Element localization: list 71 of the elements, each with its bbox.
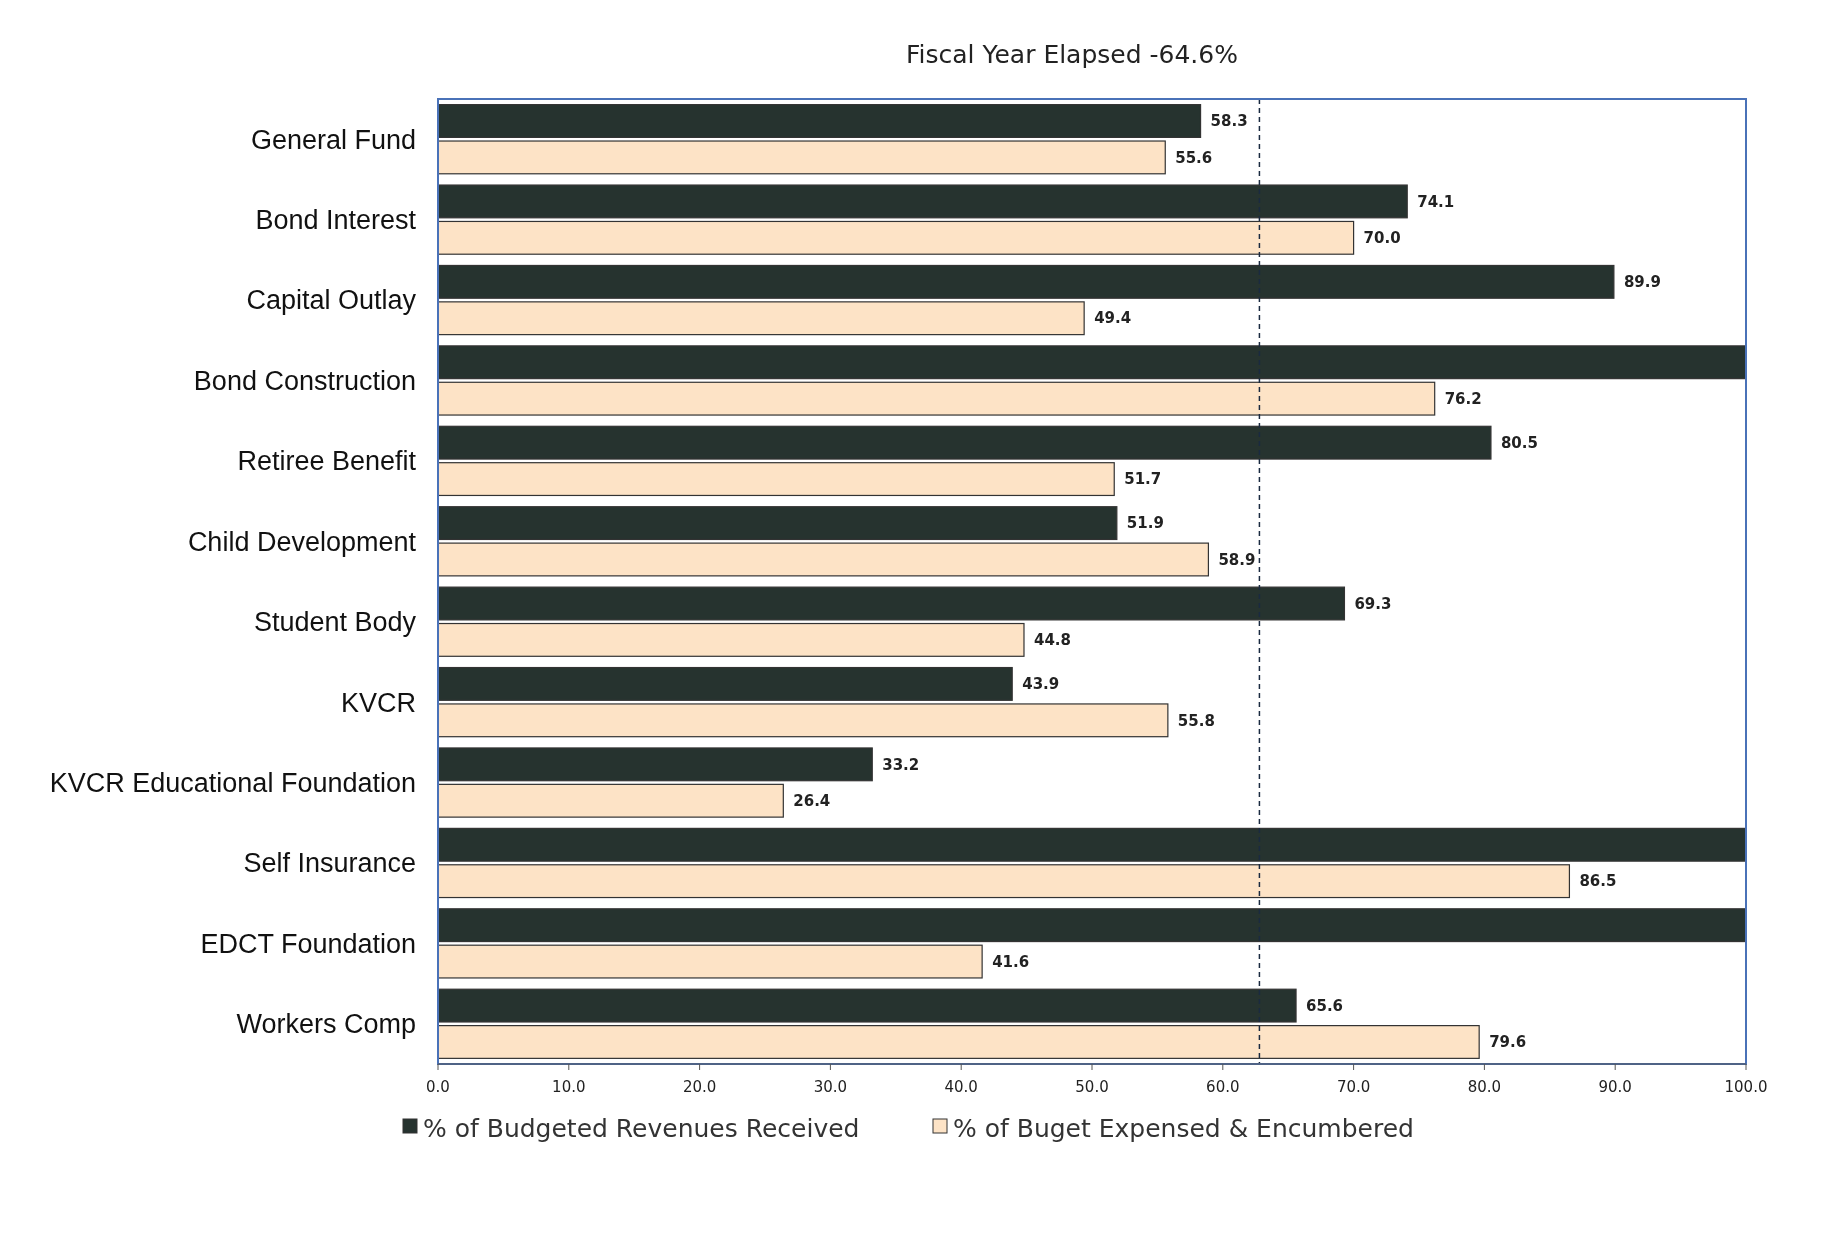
x-tick-label: 30.0	[813, 1078, 848, 1096]
y-tick-label: Bond Construction	[193, 365, 416, 396]
y-tick-label: KVCR	[340, 687, 416, 718]
bar	[437, 827, 1747, 862]
data-label: 55.8	[1177, 711, 1215, 730]
y-tick-label: EDCT Foundation	[200, 928, 416, 959]
x-tick-label: 40.0	[944, 1078, 978, 1096]
data-label: 89.9	[1623, 273, 1661, 292]
bar	[437, 220, 1355, 255]
x-tick-label: 10.0	[552, 1078, 586, 1096]
data-label: 49.4	[1094, 309, 1132, 328]
y-tick-label: General Fund	[250, 124, 416, 155]
bar	[437, 944, 983, 979]
data-label: 76.2	[1444, 389, 1482, 408]
bar	[437, 264, 1615, 299]
x-tick-label: 0.0	[426, 1078, 450, 1096]
bar	[437, 666, 1013, 701]
data-label: 41.6	[992, 952, 1030, 971]
data-label: 74.1	[1417, 192, 1455, 211]
bar	[437, 345, 1747, 380]
chart-title: Fiscal Year Elapsed -64.6%	[906, 40, 1238, 69]
x-tick-label: 70.0	[1336, 1078, 1371, 1096]
y-tick-label: Self Insurance	[243, 848, 416, 879]
x-tick-label: 100.0	[1724, 1078, 1768, 1096]
x-tick-label: 20.0	[682, 1078, 717, 1096]
bar	[437, 104, 1202, 138]
bar	[437, 988, 1297, 1023]
x-tick-label: 60.0	[1206, 1078, 1240, 1096]
data-label: 70.0	[1363, 229, 1401, 248]
bar	[437, 184, 1408, 219]
x-tick-label: 50.0	[1075, 1078, 1109, 1096]
x-tick-label: 80.0	[1467, 1078, 1502, 1096]
y-tick-label: Student Body	[253, 607, 417, 638]
data-label: 58.3	[1210, 112, 1248, 131]
y-tick-label: Workers Comp	[236, 1009, 416, 1040]
bar	[437, 908, 1747, 943]
y-tick-label: Bond Interest	[255, 205, 417, 236]
y-tick-label: Retiree Benefit	[237, 446, 417, 477]
bar	[437, 586, 1346, 621]
y-tick-label: Child Development	[187, 526, 417, 557]
bar	[437, 783, 784, 818]
data-label: 33.2	[882, 755, 920, 774]
bar	[437, 542, 1210, 577]
x-tick-label: 90.0	[1598, 1078, 1632, 1096]
data-label: 44.8	[1033, 631, 1071, 650]
data-label: 43.9	[1022, 675, 1060, 694]
bar	[437, 462, 1115, 497]
data-label: 65.6	[1306, 996, 1344, 1015]
bar	[437, 506, 1118, 541]
data-label: 55.6	[1175, 148, 1213, 167]
data-label: 51.9	[1126, 514, 1164, 533]
bar	[437, 381, 1436, 416]
y-tick-label: KVCR Educational Foundation	[49, 767, 416, 798]
data-label: 80.5	[1500, 433, 1538, 452]
data-label: 69.3	[1354, 594, 1392, 613]
bar	[437, 864, 1571, 899]
data-label: 58.9	[1218, 550, 1256, 569]
bar	[437, 747, 873, 782]
bar	[437, 301, 1085, 336]
bar	[437, 140, 1166, 175]
data-label: 79.6	[1489, 1033, 1527, 1052]
bar	[437, 703, 1169, 738]
bar	[437, 622, 1025, 657]
data-label: 86.5	[1579, 872, 1617, 891]
bar	[437, 425, 1492, 460]
legend-label: % of Budgeted Revenues Received	[423, 1113, 860, 1143]
data-label: 51.7	[1124, 470, 1162, 489]
legend-label: % of Buget Expensed & Encumbered	[953, 1113, 1414, 1143]
data-label: 26.4	[793, 791, 831, 810]
bar	[437, 1025, 1480, 1059]
y-tick-label: Capital Outlay	[246, 285, 417, 316]
